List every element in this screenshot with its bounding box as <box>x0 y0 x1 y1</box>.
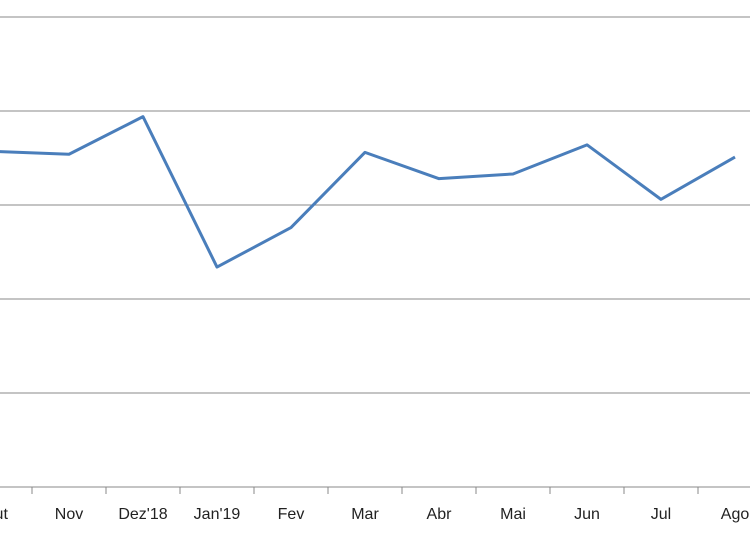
x-tick-label: Jun <box>574 506 600 523</box>
x-tick-label: Dez'18 <box>118 506 167 523</box>
line-series <box>0 115 736 269</box>
x-tick-label: Jan'19 <box>194 506 241 523</box>
x-tick-label: Mar <box>351 506 379 523</box>
x-tick-label: Ago <box>721 506 750 523</box>
x-tick-label: Jul <box>651 506 671 523</box>
x-tick-label: Fev <box>278 506 305 523</box>
x-tick-label: Mai <box>500 506 526 523</box>
x-tick-label: Nov <box>55 506 83 523</box>
x-tick-label: Out <box>0 506 8 523</box>
x-tick-label: Abr <box>427 506 453 523</box>
